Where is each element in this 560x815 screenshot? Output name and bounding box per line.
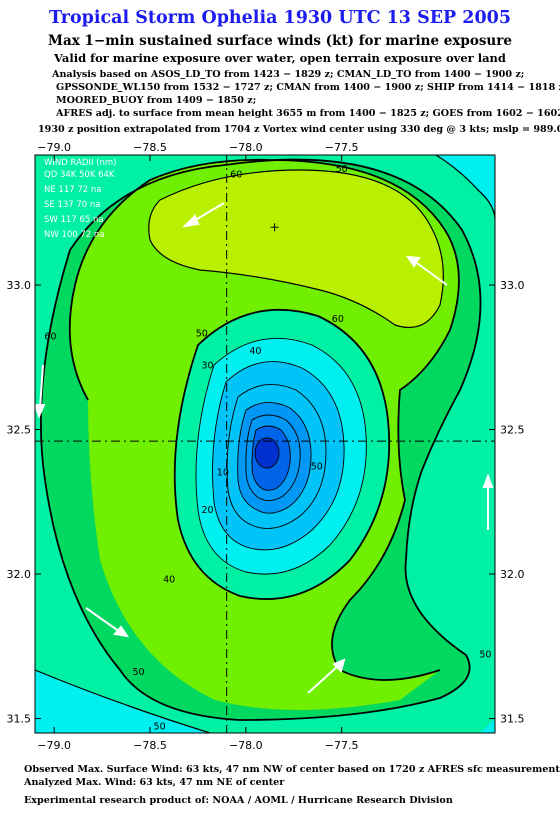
credit-line: Experimental research product of: NOAA /… bbox=[24, 795, 453, 806]
y-tick-label-left: 32.5 bbox=[7, 424, 32, 437]
x-tick-label-top: −77.5 bbox=[325, 141, 359, 154]
contour-label: 40 bbox=[163, 574, 175, 585]
contour-label: 10 bbox=[217, 467, 229, 478]
chart-title: Tropical Storm Ophelia 1930 UTC 13 SEP 2… bbox=[48, 8, 512, 28]
wind-radii-header: QD 34K 50K 64K bbox=[44, 170, 115, 180]
contour-label: 60 bbox=[230, 170, 242, 181]
wind-radii-row: SW 117 65 na bbox=[44, 215, 104, 225]
analysis-line-3: MOORED_BUOY from 1409 − 1850 z; bbox=[56, 95, 257, 106]
x-tick-label-bottom: −78.5 bbox=[133, 739, 167, 752]
y-tick-label-right: 32.5 bbox=[500, 424, 525, 437]
observed-max-wind: Observed Max. Surface Wind: 63 kts, 47 n… bbox=[24, 764, 560, 775]
arrowhead-icon bbox=[182, 214, 200, 228]
wind-radii-row: NW 100 72 na bbox=[44, 230, 105, 240]
contour-label: 50 bbox=[132, 667, 144, 678]
analysis-line-2: GPSSONDE_WL150 from 1532 − 1727 z; CMAN … bbox=[56, 82, 560, 93]
arrowhead-icon bbox=[35, 404, 46, 419]
contour-band-above-60 bbox=[148, 170, 444, 328]
contour-label: 50 bbox=[311, 462, 323, 473]
contour-labels: 606050505050505050404030201060 bbox=[44, 164, 491, 733]
contour-label: 20 bbox=[201, 505, 213, 516]
arrowhead-icon bbox=[113, 625, 130, 638]
contour-label: 50 bbox=[196, 329, 208, 340]
axis-ticks: −79.0 −79.0 −78.5 −78.5 −78.0 −78.0 −77.5 −77.5… bbox=[7, 141, 525, 752]
grid-lines bbox=[35, 155, 495, 733]
contour-label: 50 bbox=[336, 164, 348, 175]
wind-arrow bbox=[307, 665, 339, 694]
plot-frame bbox=[34, 154, 496, 734]
contour-label: 40 bbox=[249, 346, 261, 357]
wind-radii-title: WIND RADII (nm) bbox=[44, 158, 116, 168]
validity-note: Valid for marine exposure over water, op… bbox=[54, 51, 506, 65]
analysis-line-1: Analysis based on ASOS_LD_TO from 1423 −… bbox=[52, 69, 525, 80]
chart-subtitle: Max 1−min sustained surface winds (kt) f… bbox=[48, 33, 512, 49]
wind-arrow bbox=[413, 260, 448, 286]
analysis-line-5: 1930 z position extrapolated from 1704 z… bbox=[38, 124, 560, 135]
analysis-line-4: AFRES adj. to surface from mean height 3… bbox=[56, 108, 560, 119]
contour-field: 606050505050505050404030201060 WIND RADI… bbox=[35, 155, 495, 733]
x-tick-label-bottom: −78.0 bbox=[229, 739, 263, 752]
analyzed-max-wind: Analyzed Max. Wind: 63 kts, 47 nm NE of … bbox=[24, 777, 285, 788]
arrowhead-icon bbox=[482, 473, 494, 488]
wind-arrow bbox=[191, 202, 225, 223]
x-tick-label-top: −78.0 bbox=[229, 141, 263, 154]
wind-radii-row: NE 117 72 na bbox=[44, 185, 101, 195]
y-tick-label-left: 31.5 bbox=[7, 713, 32, 726]
contour-label: 50 bbox=[154, 722, 166, 733]
x-tick-label-top: −78.5 bbox=[133, 141, 167, 154]
wind-arrow bbox=[85, 607, 121, 633]
wind-arrow bbox=[39, 364, 44, 409]
x-tick-label-bottom: −77.5 bbox=[325, 739, 359, 752]
arrowhead-icon bbox=[332, 658, 346, 673]
contour-label: 60 bbox=[332, 314, 344, 325]
max-wind-plus-icon bbox=[270, 223, 279, 232]
wind-radii-row: SE 137 70 na bbox=[44, 200, 101, 210]
arrowhead-icon bbox=[406, 255, 421, 268]
contour-label: 50 bbox=[479, 649, 491, 660]
x-tick-label-top: −79.0 bbox=[37, 141, 71, 154]
y-tick-label-left: 33.0 bbox=[7, 279, 32, 292]
y-tick-label-right: 31.5 bbox=[500, 713, 525, 726]
contour-label: 60 bbox=[44, 332, 56, 343]
x-tick-label-bottom: −79.0 bbox=[37, 739, 71, 752]
y-tick-label-right: 32.0 bbox=[500, 568, 525, 581]
wind-vectors bbox=[35, 202, 494, 694]
wind-radii-table: WIND RADII (nm) QD 34K 50K 64K NE 117 72… bbox=[44, 158, 116, 240]
y-tick-label-right: 33.0 bbox=[500, 279, 525, 292]
vortex-core bbox=[255, 438, 279, 468]
y-tick-label-left: 32.0 bbox=[7, 568, 32, 581]
wind-contour-chart: 606050505050505050404030201060 WIND RADI… bbox=[7, 141, 525, 752]
contour-lines bbox=[35, 155, 495, 733]
contour-label: 30 bbox=[201, 360, 213, 371]
